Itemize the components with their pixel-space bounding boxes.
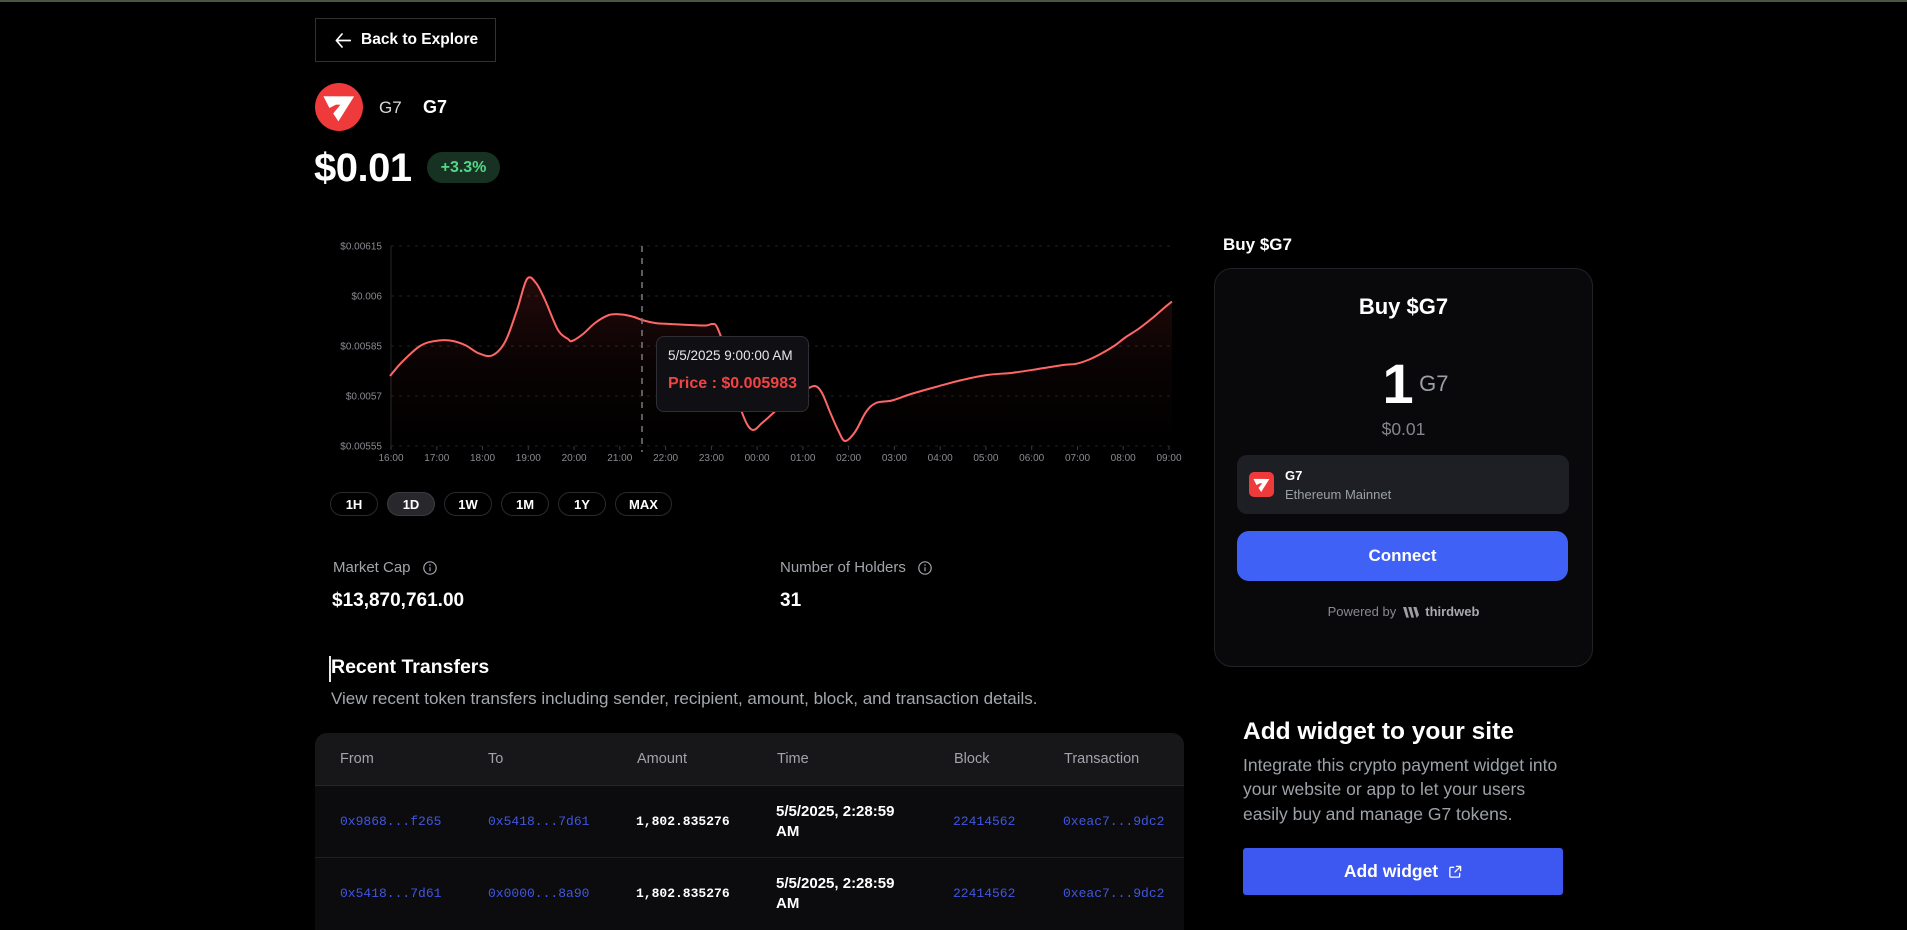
svg-text:00:00: 00:00: [745, 453, 770, 464]
svg-text:23:00: 23:00: [699, 453, 724, 464]
svg-text:20:00: 20:00: [562, 453, 587, 464]
svg-text:$0.00555: $0.00555: [340, 442, 382, 453]
svg-text:$0.00615: $0.00615: [340, 242, 382, 253]
svg-text:05:00: 05:00: [973, 453, 998, 464]
svg-text:19:00: 19:00: [516, 453, 541, 464]
svg-text:18:00: 18:00: [470, 453, 495, 464]
svg-text:$0.0057: $0.0057: [346, 392, 383, 403]
svg-text:01:00: 01:00: [790, 453, 815, 464]
svg-text:$0.00585: $0.00585: [340, 342, 382, 353]
svg-text:07:00: 07:00: [1065, 453, 1090, 464]
svg-text:22:00: 22:00: [653, 453, 678, 464]
svg-text:16:00: 16:00: [378, 453, 403, 464]
svg-text:03:00: 03:00: [882, 453, 907, 464]
svg-text:21:00: 21:00: [607, 453, 632, 464]
svg-text:$0.006: $0.006: [351, 292, 382, 303]
svg-text:09:00: 09:00: [1156, 453, 1181, 464]
svg-text:06:00: 06:00: [1019, 453, 1044, 464]
svg-text:17:00: 17:00: [424, 453, 449, 464]
svg-text:02:00: 02:00: [836, 453, 861, 464]
svg-text:08:00: 08:00: [1111, 453, 1136, 464]
svg-text:04:00: 04:00: [928, 453, 953, 464]
